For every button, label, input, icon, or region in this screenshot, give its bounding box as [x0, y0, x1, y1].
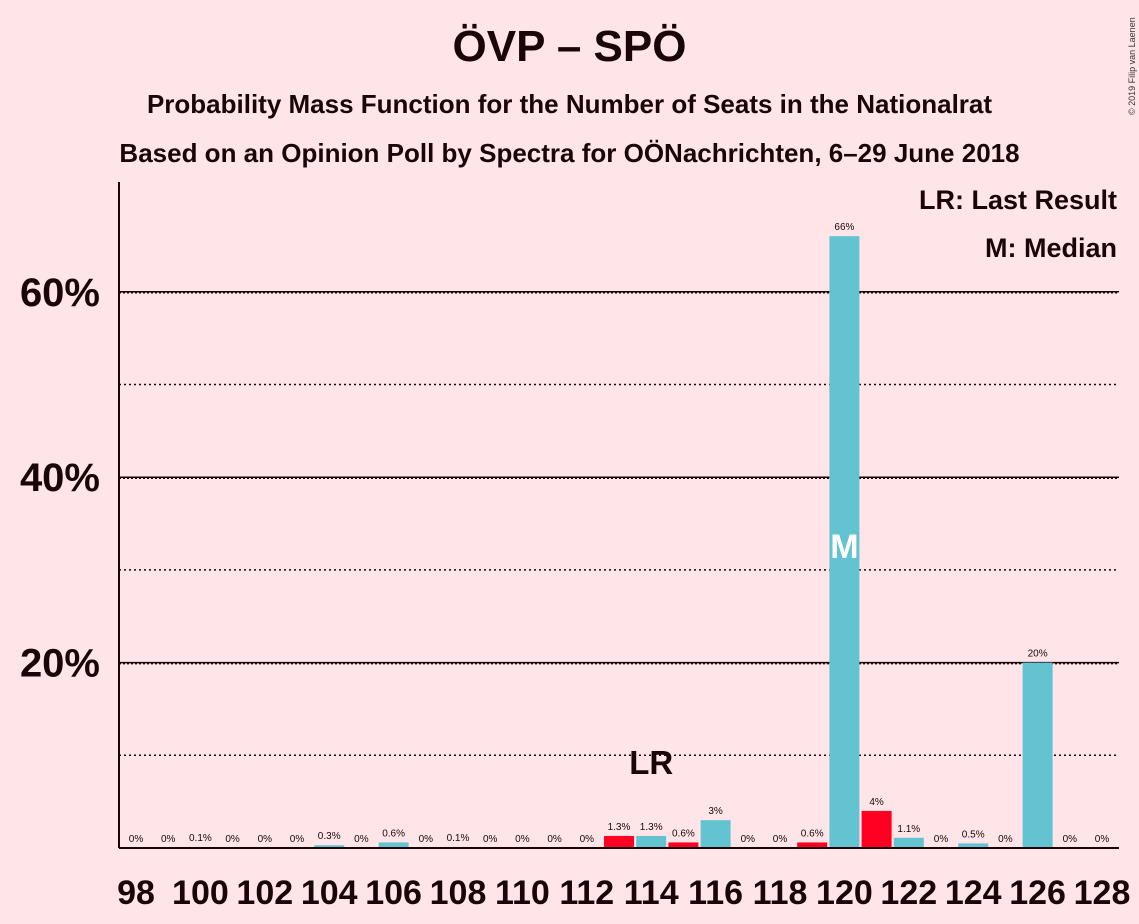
- bar-value-label: 1.1%: [897, 824, 920, 835]
- legend-last-result: LR: Last Result: [919, 185, 1117, 215]
- legend-median: M: Median: [985, 233, 1117, 263]
- bar-value-label: 0%: [515, 834, 530, 845]
- y-tick-label: 20%: [20, 642, 100, 686]
- last-result-marker: LR: [629, 744, 673, 781]
- bar-value-label: 0%: [1095, 834, 1110, 845]
- bar-seat-120: [829, 236, 860, 848]
- bar-value-label: 0%: [258, 834, 273, 845]
- x-tick-label: 116: [688, 874, 743, 912]
- x-tick-label: 108: [430, 874, 487, 912]
- y-tick-label: 40%: [20, 456, 100, 500]
- bar-value-label: 0.1%: [447, 833, 470, 844]
- bar-seat-106: [378, 842, 409, 848]
- bar-value-label: 66%: [834, 222, 854, 233]
- bar-seat-116: [700, 820, 731, 848]
- bar-value-label: 0%: [161, 834, 176, 845]
- x-tick-label: 106: [365, 874, 422, 912]
- bar-seat-121: [861, 810, 892, 848]
- x-tick-label: 102: [236, 874, 293, 912]
- x-tick-label: 120: [816, 874, 873, 912]
- bar-seat-119: [797, 842, 828, 848]
- median-marker: M: [830, 528, 858, 566]
- chart-subtitle-1: Probability Mass Function for the Number…: [146, 89, 993, 119]
- bar-value-label: 0.5%: [962, 829, 985, 840]
- bar-value-label: 0%: [354, 834, 369, 845]
- chart-subtitle-2: Based on an Opinion Poll by Spectra for …: [119, 138, 1020, 168]
- y-tick-label: 60%: [20, 271, 100, 315]
- bar-value-label: 0%: [1063, 834, 1078, 845]
- x-tick-label: 126: [1009, 874, 1066, 912]
- bar-value-label: 0.6%: [382, 828, 405, 839]
- bar-value-label: 0%: [547, 834, 562, 845]
- bar-value-label: 0%: [773, 834, 788, 845]
- bar-value-label: 0.3%: [318, 831, 341, 842]
- bar-value-label: 0.6%: [672, 828, 695, 839]
- y-axis-tick-labels: 20% 40% 60%: [20, 271, 100, 686]
- bar-seat-126: [1022, 662, 1053, 848]
- bar-value-label: 0%: [225, 834, 240, 845]
- bar-value-label: 3%: [708, 806, 723, 817]
- x-tick-label: 118: [753, 874, 808, 912]
- bar-value-label: 0.6%: [801, 828, 824, 839]
- bar-seat-115: [668, 842, 699, 848]
- bar-value-label: 0%: [741, 834, 756, 845]
- bar-seat-113: [604, 835, 634, 848]
- bar-value-label: 0%: [998, 834, 1013, 845]
- bar-value-label: 0%: [934, 834, 949, 845]
- bar-seat-124: [958, 843, 989, 848]
- x-tick-label: 122: [880, 874, 937, 912]
- bar-value-label: 20%: [1028, 649, 1048, 660]
- bar-value-label: 0.1%: [189, 833, 212, 844]
- x-tick-label: 112: [559, 874, 614, 912]
- bar-value-label: 0%: [580, 834, 595, 845]
- x-axis-tick-labels: 98 100 102 104 106 108 110 112 114 116 118 120 122 12…: [117, 874, 1130, 912]
- x-tick-label: 128: [1074, 874, 1131, 912]
- bar-value-label: 4%: [869, 797, 884, 808]
- bar-value-label: 0%: [290, 834, 305, 845]
- x-tick-label: 110: [495, 874, 550, 912]
- bar-value-label: 0%: [419, 834, 434, 845]
- bars: [185, 236, 1053, 848]
- bar-seat-104: [314, 845, 345, 848]
- bar-seat-122: [893, 837, 924, 848]
- markers: LR M: [629, 528, 858, 781]
- x-tick-label: 124: [945, 874, 1002, 912]
- x-tick-label: 104: [301, 874, 358, 912]
- gridlines: [119, 291, 1119, 757]
- bar-value-label: 1.3%: [640, 822, 663, 833]
- bar-value-labels: 0% 0% 0.1% 0% 0% 0% 0.3% 0% 0.6% 0% 0.1% 0% 0% 0% 0% 1.…: [129, 222, 1110, 845]
- bar-value-label: 0%: [129, 834, 144, 845]
- bar-seat-114: [636, 835, 667, 848]
- x-tick-label: 98: [117, 874, 155, 912]
- chart-title: ÖVP – SPÖ: [452, 22, 687, 71]
- x-tick-label: 100: [172, 874, 229, 912]
- x-tick-label: 114: [624, 874, 679, 912]
- bar-value-label: 0%: [483, 834, 498, 845]
- bar-value-label: 1.3%: [608, 822, 631, 833]
